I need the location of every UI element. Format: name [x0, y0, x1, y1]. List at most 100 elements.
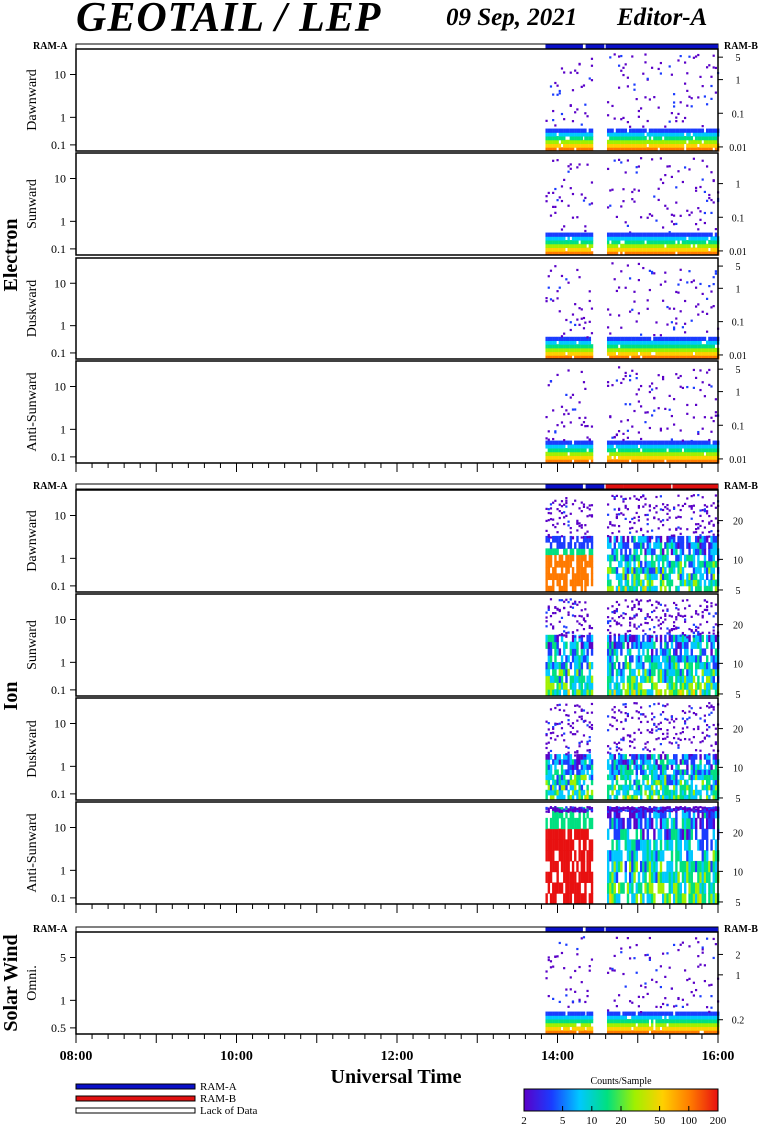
- spectrum-cell: [582, 340, 586, 345]
- spectrum-cell: [659, 721, 662, 724]
- spectrum-cell: [635, 682, 638, 690]
- spectrum-cell: [637, 139, 641, 145]
- spectrum-cell: [554, 808, 557, 811]
- spectrum-cell: [554, 147, 557, 152]
- spectrum-cell: [558, 810, 561, 813]
- spectrum-cell: [677, 542, 680, 549]
- spectrum-cell: [565, 499, 568, 502]
- spectrum-cell: [558, 759, 562, 765]
- spectrum-cell: [697, 128, 700, 133]
- spectrum-cell: [590, 817, 594, 830]
- spectrum-cell: [545, 616, 548, 619]
- spectrum-cell: [657, 737, 660, 740]
- spectrum-cell: [560, 794, 564, 801]
- spectrum-cell: [653, 668, 656, 677]
- spectrum-cell: [586, 634, 589, 643]
- spectrum-cell: [560, 335, 564, 338]
- spectrum-cell: [567, 789, 570, 796]
- spectrum-cell: [650, 251, 654, 256]
- spectrum-cell: [688, 455, 691, 460]
- spectrum-cell: [569, 526, 572, 530]
- spectrum-cell: [576, 451, 579, 457]
- spectrum-cell: [657, 536, 660, 539]
- spectrum-cell: [681, 631, 684, 635]
- spectrum-cell: [613, 648, 616, 656]
- spectrum-cell: [554, 882, 557, 894]
- spectrum-cell: [620, 205, 623, 208]
- spectrum-cell: [580, 459, 584, 464]
- spectrum-cell: [692, 711, 695, 715]
- spectrum-cell: [679, 268, 682, 271]
- spectrum-cell: [578, 340, 581, 345]
- spectrum-cell: [633, 459, 636, 464]
- spectrum-cell: [650, 270, 654, 274]
- spectrum-cell: [661, 774, 665, 781]
- spectrum-cell: [611, 789, 614, 796]
- spectrum-cell: [644, 243, 647, 249]
- spectrum-cell: [705, 728, 709, 731]
- spectrum-cell: [670, 247, 674, 252]
- spectrum-cell: [701, 351, 704, 356]
- spectrum-cell: [567, 347, 570, 353]
- spectrum-cell: [686, 448, 689, 453]
- spectrum-cell: [703, 455, 707, 460]
- spectrum-cell: [657, 535, 660, 543]
- spectrum-cell: [547, 810, 550, 814]
- spectrum-cell: [668, 336, 671, 341]
- y-tick-label: 0.1: [51, 787, 66, 801]
- spectrum-cell: [588, 751, 591, 754]
- spectrum-cell: [703, 139, 707, 145]
- spectrum-cell: [586, 769, 589, 775]
- spectrum-cell: [714, 228, 717, 231]
- spectrum-cell: [699, 604, 702, 608]
- spectrum-cell: [688, 635, 691, 638]
- spectrum-cell: [584, 601, 587, 604]
- spectrum-cell: [617, 86, 621, 89]
- spectrum-cell: [582, 243, 586, 249]
- spectrum-cell: [683, 247, 687, 252]
- spectrum-cell: [648, 579, 652, 587]
- spectrum-cell: [571, 614, 575, 617]
- spectrum-cell: [622, 641, 625, 649]
- spectrum-cell: [574, 69, 577, 72]
- spectrum-cell: [710, 75, 713, 78]
- spectrum-cell: [653, 336, 656, 341]
- spectrum-cell: [582, 764, 586, 770]
- spectrum-cell: [567, 882, 570, 894]
- spectrum-cell: [576, 754, 579, 760]
- spectrum-cell: [574, 662, 577, 670]
- spectrum-cell: [560, 511, 564, 515]
- spectrum-cell: [565, 497, 568, 500]
- spectrum-cell: [626, 630, 629, 633]
- spectrum-cell: [547, 451, 551, 457]
- spectrum-cell: [560, 882, 564, 894]
- spectrum-cell: [708, 759, 711, 765]
- spectrum-cell: [710, 455, 713, 460]
- spectrum-cell: [692, 494, 695, 497]
- spectrum-cell: [631, 132, 634, 137]
- spectrum-cell: [701, 448, 704, 453]
- spectrum-cell: [574, 455, 577, 460]
- spectrum-cell: [552, 784, 555, 791]
- spectrum-cell: [666, 703, 669, 706]
- spectrum-cell: [582, 236, 586, 241]
- spectrum-cell: [582, 351, 586, 356]
- spectrum-cell: [659, 508, 662, 511]
- spectrum-cell: [637, 504, 640, 508]
- spectrum-cell: [549, 269, 553, 272]
- spectrum-cell: [615, 769, 619, 775]
- spectrum-cell: [650, 347, 654, 353]
- spectrum-cell: [613, 806, 616, 810]
- spectrum-cell: [611, 136, 614, 141]
- spectrum-cell: [714, 668, 718, 677]
- spectrum-cell: [631, 55, 634, 58]
- spectrum-cell: [646, 622, 649, 625]
- spectrum-cell: [694, 147, 698, 152]
- spectrum-cell: [620, 132, 623, 137]
- spectrum-cell: [569, 243, 573, 249]
- spectrum-cell: [633, 567, 636, 574]
- spectrum-cell: [664, 604, 667, 607]
- spectrum-cell: [582, 893, 586, 905]
- spectrum-cell: [650, 236, 654, 241]
- spectrum-cell: [675, 648, 678, 656]
